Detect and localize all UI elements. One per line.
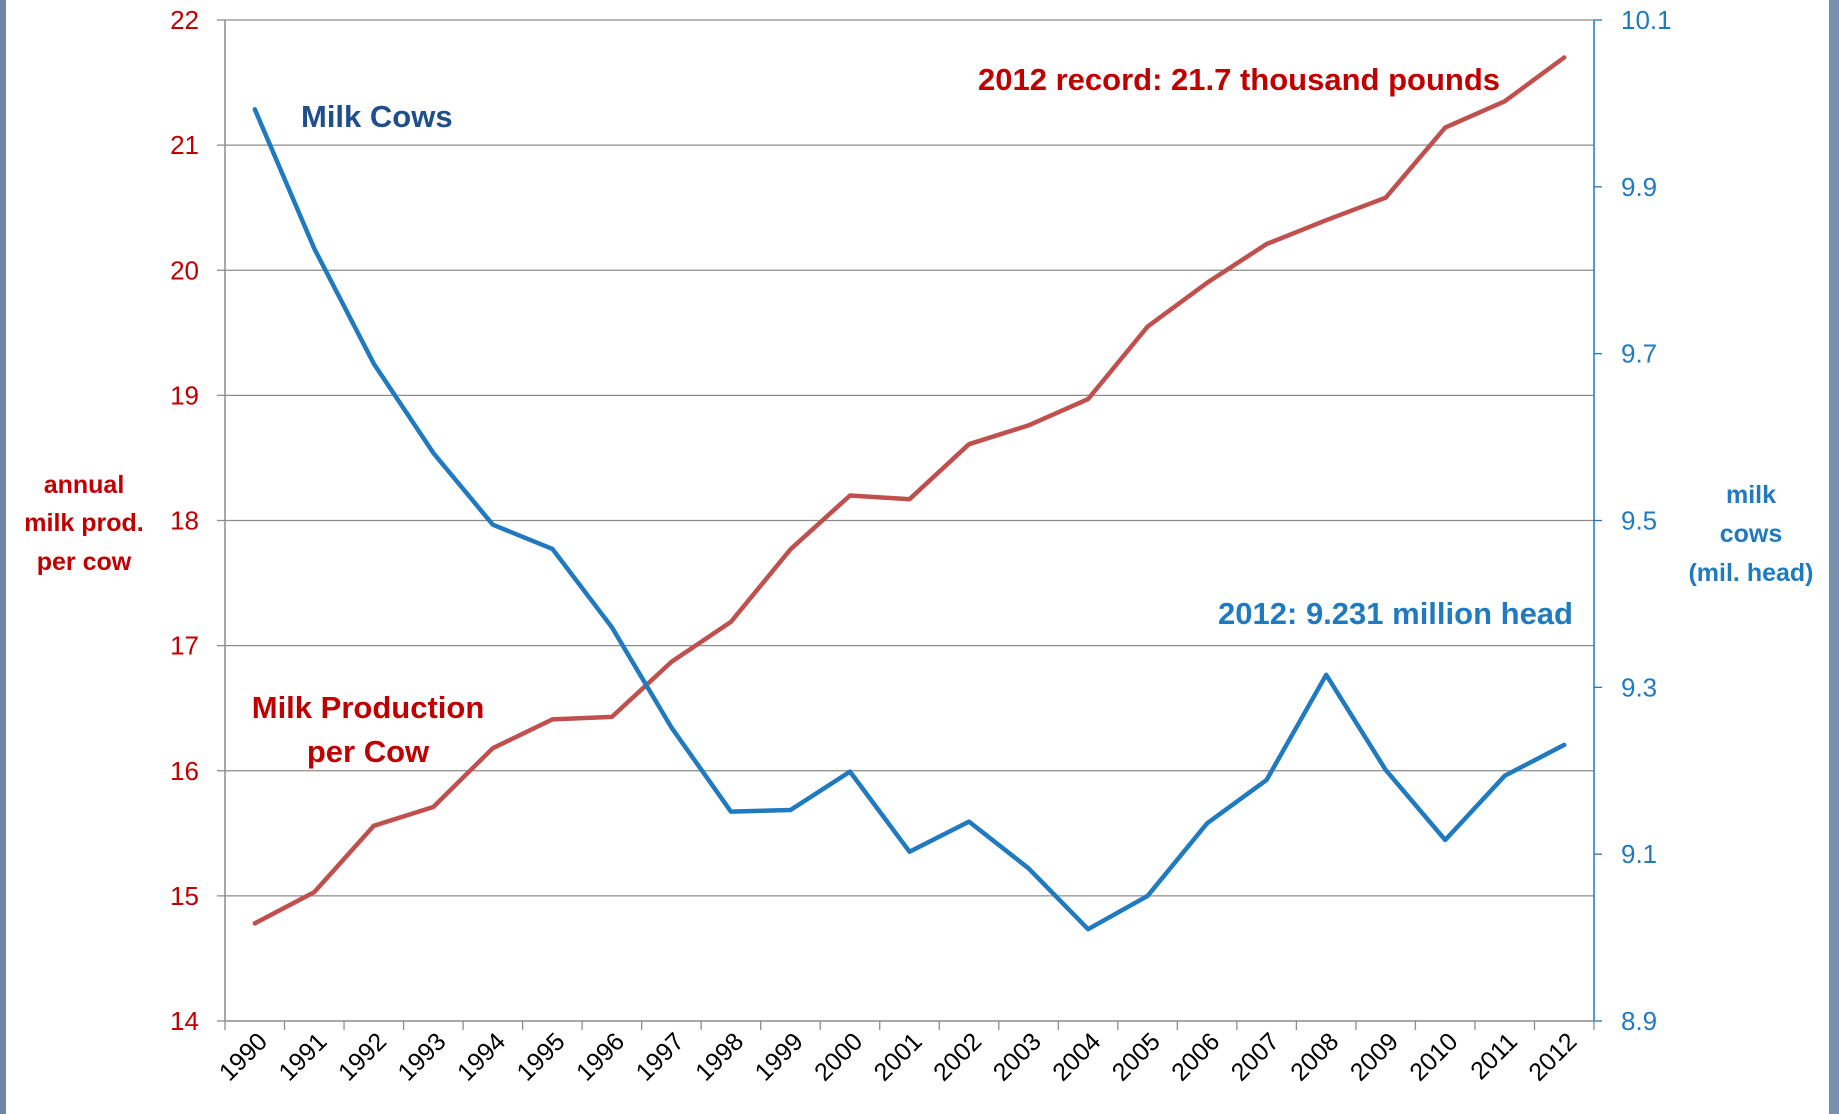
production-series-label-line-1: Milk Production (252, 690, 485, 725)
x-tick-label: 2010 (1404, 1027, 1463, 1086)
left-tick-label: 19 (170, 380, 199, 410)
right-tick-label: 9.7 (1621, 339, 1657, 369)
right-tick-label: 10.1 (1621, 5, 1672, 35)
x-tick-label: 2002 (928, 1027, 987, 1086)
left-tick-label: 21 (170, 130, 199, 160)
x-tick-label: 2006 (1166, 1027, 1225, 1086)
left-axis-title: annual milk prod. per cow (24, 471, 143, 576)
series-lines (252, 55, 1567, 932)
left-tick-label: 20 (170, 255, 199, 285)
x-tick-label: 2012 (1523, 1027, 1582, 1086)
x-tick-label: 2009 (1345, 1027, 1404, 1086)
x-tick-label: 1996 (571, 1027, 630, 1086)
cows-2012-annotation: 2012: 9.231 million head (1218, 596, 1573, 631)
x-tick-label: 1992 (333, 1027, 392, 1086)
right-axis-title-line-1: milk (1726, 481, 1776, 509)
x-tick-label: 2005 (1107, 1027, 1166, 1086)
x-tick-label: 1991 (273, 1027, 332, 1086)
left-tick-label: 14 (170, 1006, 199, 1036)
x-tick-label: 2000 (809, 1027, 868, 1086)
left-tick-label: 16 (170, 756, 199, 786)
x-tick-label: 1993 (392, 1027, 451, 1086)
right-axis-title-line-2: cows (1720, 520, 1783, 548)
milk-production-line (252, 55, 1567, 926)
right-tick-label: 9.9 (1621, 172, 1657, 202)
x-tick-label: 1998 (690, 1027, 749, 1086)
x-tick-label: 2003 (988, 1027, 1047, 1086)
right-tick-label: 8.9 (1621, 1006, 1657, 1036)
milk-cows-series-label: Milk Cows (301, 99, 453, 134)
x-tick-label: 2004 (1047, 1027, 1106, 1086)
left-tick-label: 22 (170, 5, 199, 35)
right-tick-label: 9.3 (1621, 672, 1657, 702)
milk-cows-line (252, 107, 1567, 932)
right-axis-title-line-3: (mil. head) (1688, 559, 1813, 587)
left-axis-title-line-1: annual (44, 471, 125, 499)
dual-axis-line-chart: 14 15 16 17 18 19 20 21 22 8.9 9.1 9.3 9.5 9.7 9.9 10.1… (24, 5, 1813, 1087)
left-tick-label: 18 (170, 506, 199, 536)
axes (217, 19, 1602, 1030)
left-tick-label: 17 (170, 631, 199, 661)
tick-labels: 14 15 16 17 18 19 20 21 22 8.9 9.1 9.3 9.5 9.7 9.9 10.1… (170, 5, 1672, 1087)
x-tick-label: 1995 (511, 1027, 570, 1086)
right-tick-label: 9.5 (1621, 506, 1657, 536)
right-axis-title: milk cows (mil. head) (1688, 481, 1813, 587)
right-tick-label: 9.1 (1621, 839, 1657, 869)
x-tick-label: 2001 (869, 1027, 928, 1086)
grid-lines (225, 19, 1594, 897)
x-tick-label: 1997 (631, 1027, 690, 1086)
record-annotation: 2012 record: 21.7 thousand pounds (978, 62, 1500, 97)
x-tick-label: 1990 (214, 1027, 273, 1086)
production-series-label-line-2: per Cow (307, 734, 430, 769)
left-axis-title-line-2: milk prod. (24, 509, 143, 537)
left-tick-label: 15 (170, 881, 199, 911)
x-tick-label: 1999 (750, 1027, 809, 1086)
x-tick-label: 1994 (452, 1027, 511, 1086)
x-tick-label: 2007 (1226, 1027, 1285, 1086)
x-tick-label: 2008 (1285, 1027, 1344, 1086)
left-axis-title-line-3: per cow (37, 548, 132, 576)
x-tick-label: 2011 (1465, 1027, 1523, 1085)
